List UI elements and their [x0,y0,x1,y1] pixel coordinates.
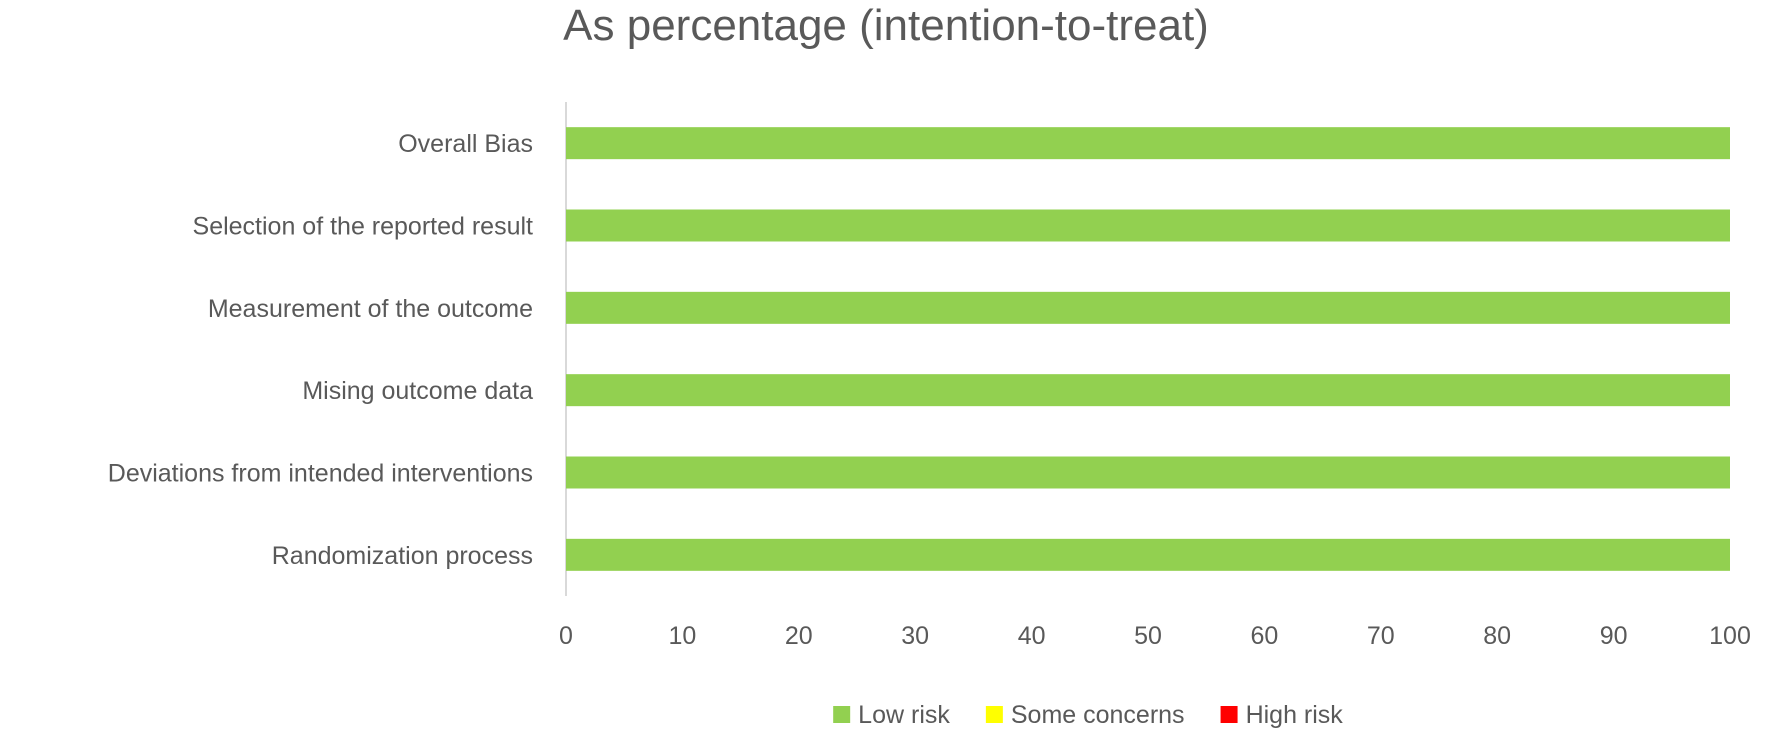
legend-item: Low risk [833,701,950,729]
x-tick-label: 100 [1709,622,1751,650]
legend-label: Low risk [858,701,950,729]
x-tick-label: 10 [668,622,696,650]
x-tick-label: 80 [1483,622,1511,650]
category-label: Selection of the reported result [193,213,534,241]
bar-4-series-0 [566,209,1730,242]
category-label: Randomization process [272,542,533,570]
bar-2-series-0 [566,374,1730,407]
category-label: Overall Bias [398,130,533,158]
legend-label: Some concerns [1011,701,1185,729]
bar-0-series-0 [566,538,1730,571]
x-tick-label: 40 [1018,622,1046,650]
legend-swatch [985,706,1003,723]
chart-title: As percentage (intention-to-treat) [563,1,1209,50]
legend-swatch [833,706,851,723]
x-tick-label: 30 [901,622,929,650]
legend-swatch [1220,706,1238,723]
bar-3-series-0 [566,291,1730,324]
category-label: Mising outcome data [302,377,533,405]
legend: Low risk Some concerns High risk [833,701,1343,729]
bars-group [566,127,1730,571]
x-tick-label: 60 [1250,622,1278,650]
x-tick-label: 0 [559,622,573,650]
category-labels: Randomization process Deviations from int… [108,130,533,570]
x-tick-label: 90 [1600,622,1628,650]
category-label: Measurement of the outcome [208,295,533,323]
x-tick-labels: 0 10 20 30 40 50 60 70 80 90 100 [559,622,1751,650]
legend-item: High risk [1220,701,1344,729]
legend-label: High risk [1246,701,1344,729]
x-tick-label: 50 [1134,622,1162,650]
x-tick-label: 70 [1367,622,1395,650]
legend-item: Some concerns [985,701,1185,729]
x-tick-label: 20 [785,622,813,650]
category-label: Deviations from intended interventions [108,460,533,488]
bar-5-series-0 [566,127,1730,160]
bar-1-series-0 [566,456,1730,489]
